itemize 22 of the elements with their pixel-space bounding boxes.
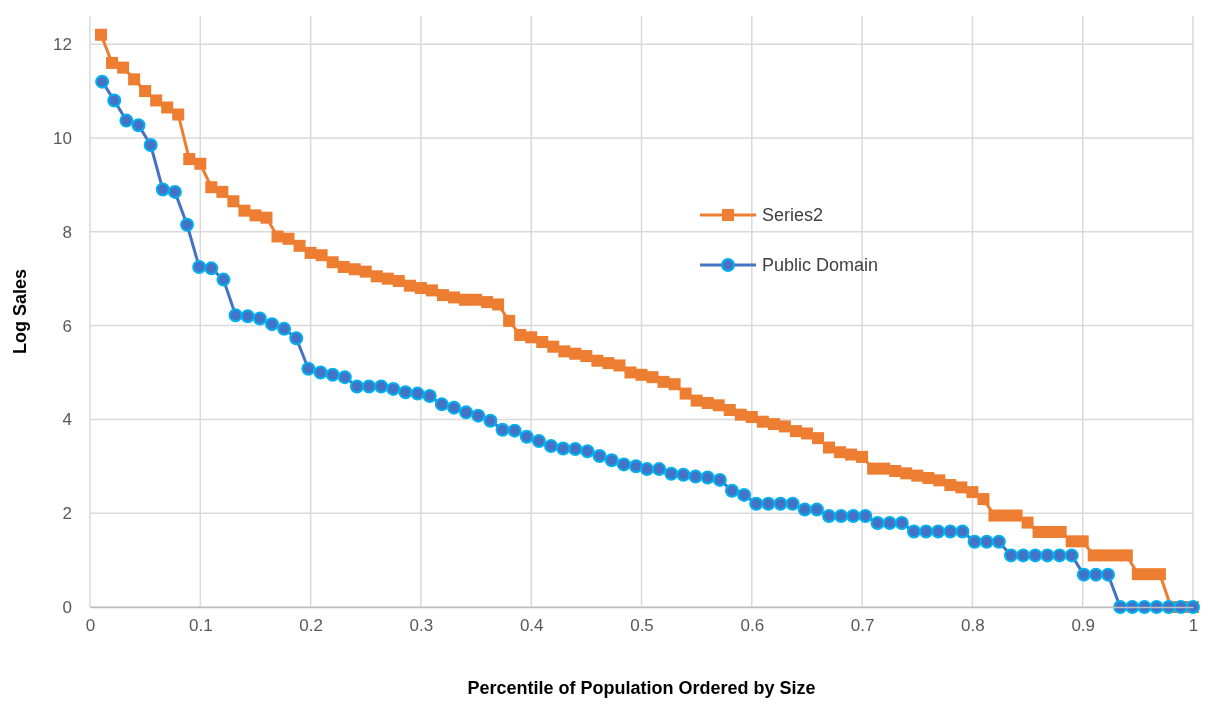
x-tick-label: 0.4	[519, 616, 544, 636]
y-axis-title: Log Sales	[10, 268, 30, 355]
x-tick-label: 0.5	[630, 616, 654, 636]
x-tick-label: 0.3	[409, 616, 434, 636]
y-tick-label: 6	[62, 316, 72, 336]
y-tick-label: 10	[53, 128, 72, 148]
x-tick-label: 0.6	[740, 616, 765, 636]
y-tick-label: 8	[62, 222, 72, 242]
y-tick-label: 4	[62, 410, 72, 430]
x-tick-label: 0.9	[1071, 616, 1096, 636]
legend-label: Public Domain	[762, 255, 879, 275]
x-axis-title: Percentile of Population Ordered by Size	[467, 678, 816, 698]
y-tick-label: 0	[62, 597, 72, 617]
legend-label: Series2	[762, 205, 824, 225]
x-tick-label: 0.8	[961, 616, 985, 636]
y-tick-label: 12	[53, 35, 72, 55]
x-tick-label: 0.7	[850, 616, 875, 636]
x-tick-label: 1	[1188, 616, 1199, 636]
y-tick-label: 2	[62, 504, 72, 524]
x-tick-label: 0.1	[188, 616, 213, 636]
x-tick-label: 0.2	[299, 616, 323, 636]
x-tick-label: 0	[85, 616, 96, 636]
